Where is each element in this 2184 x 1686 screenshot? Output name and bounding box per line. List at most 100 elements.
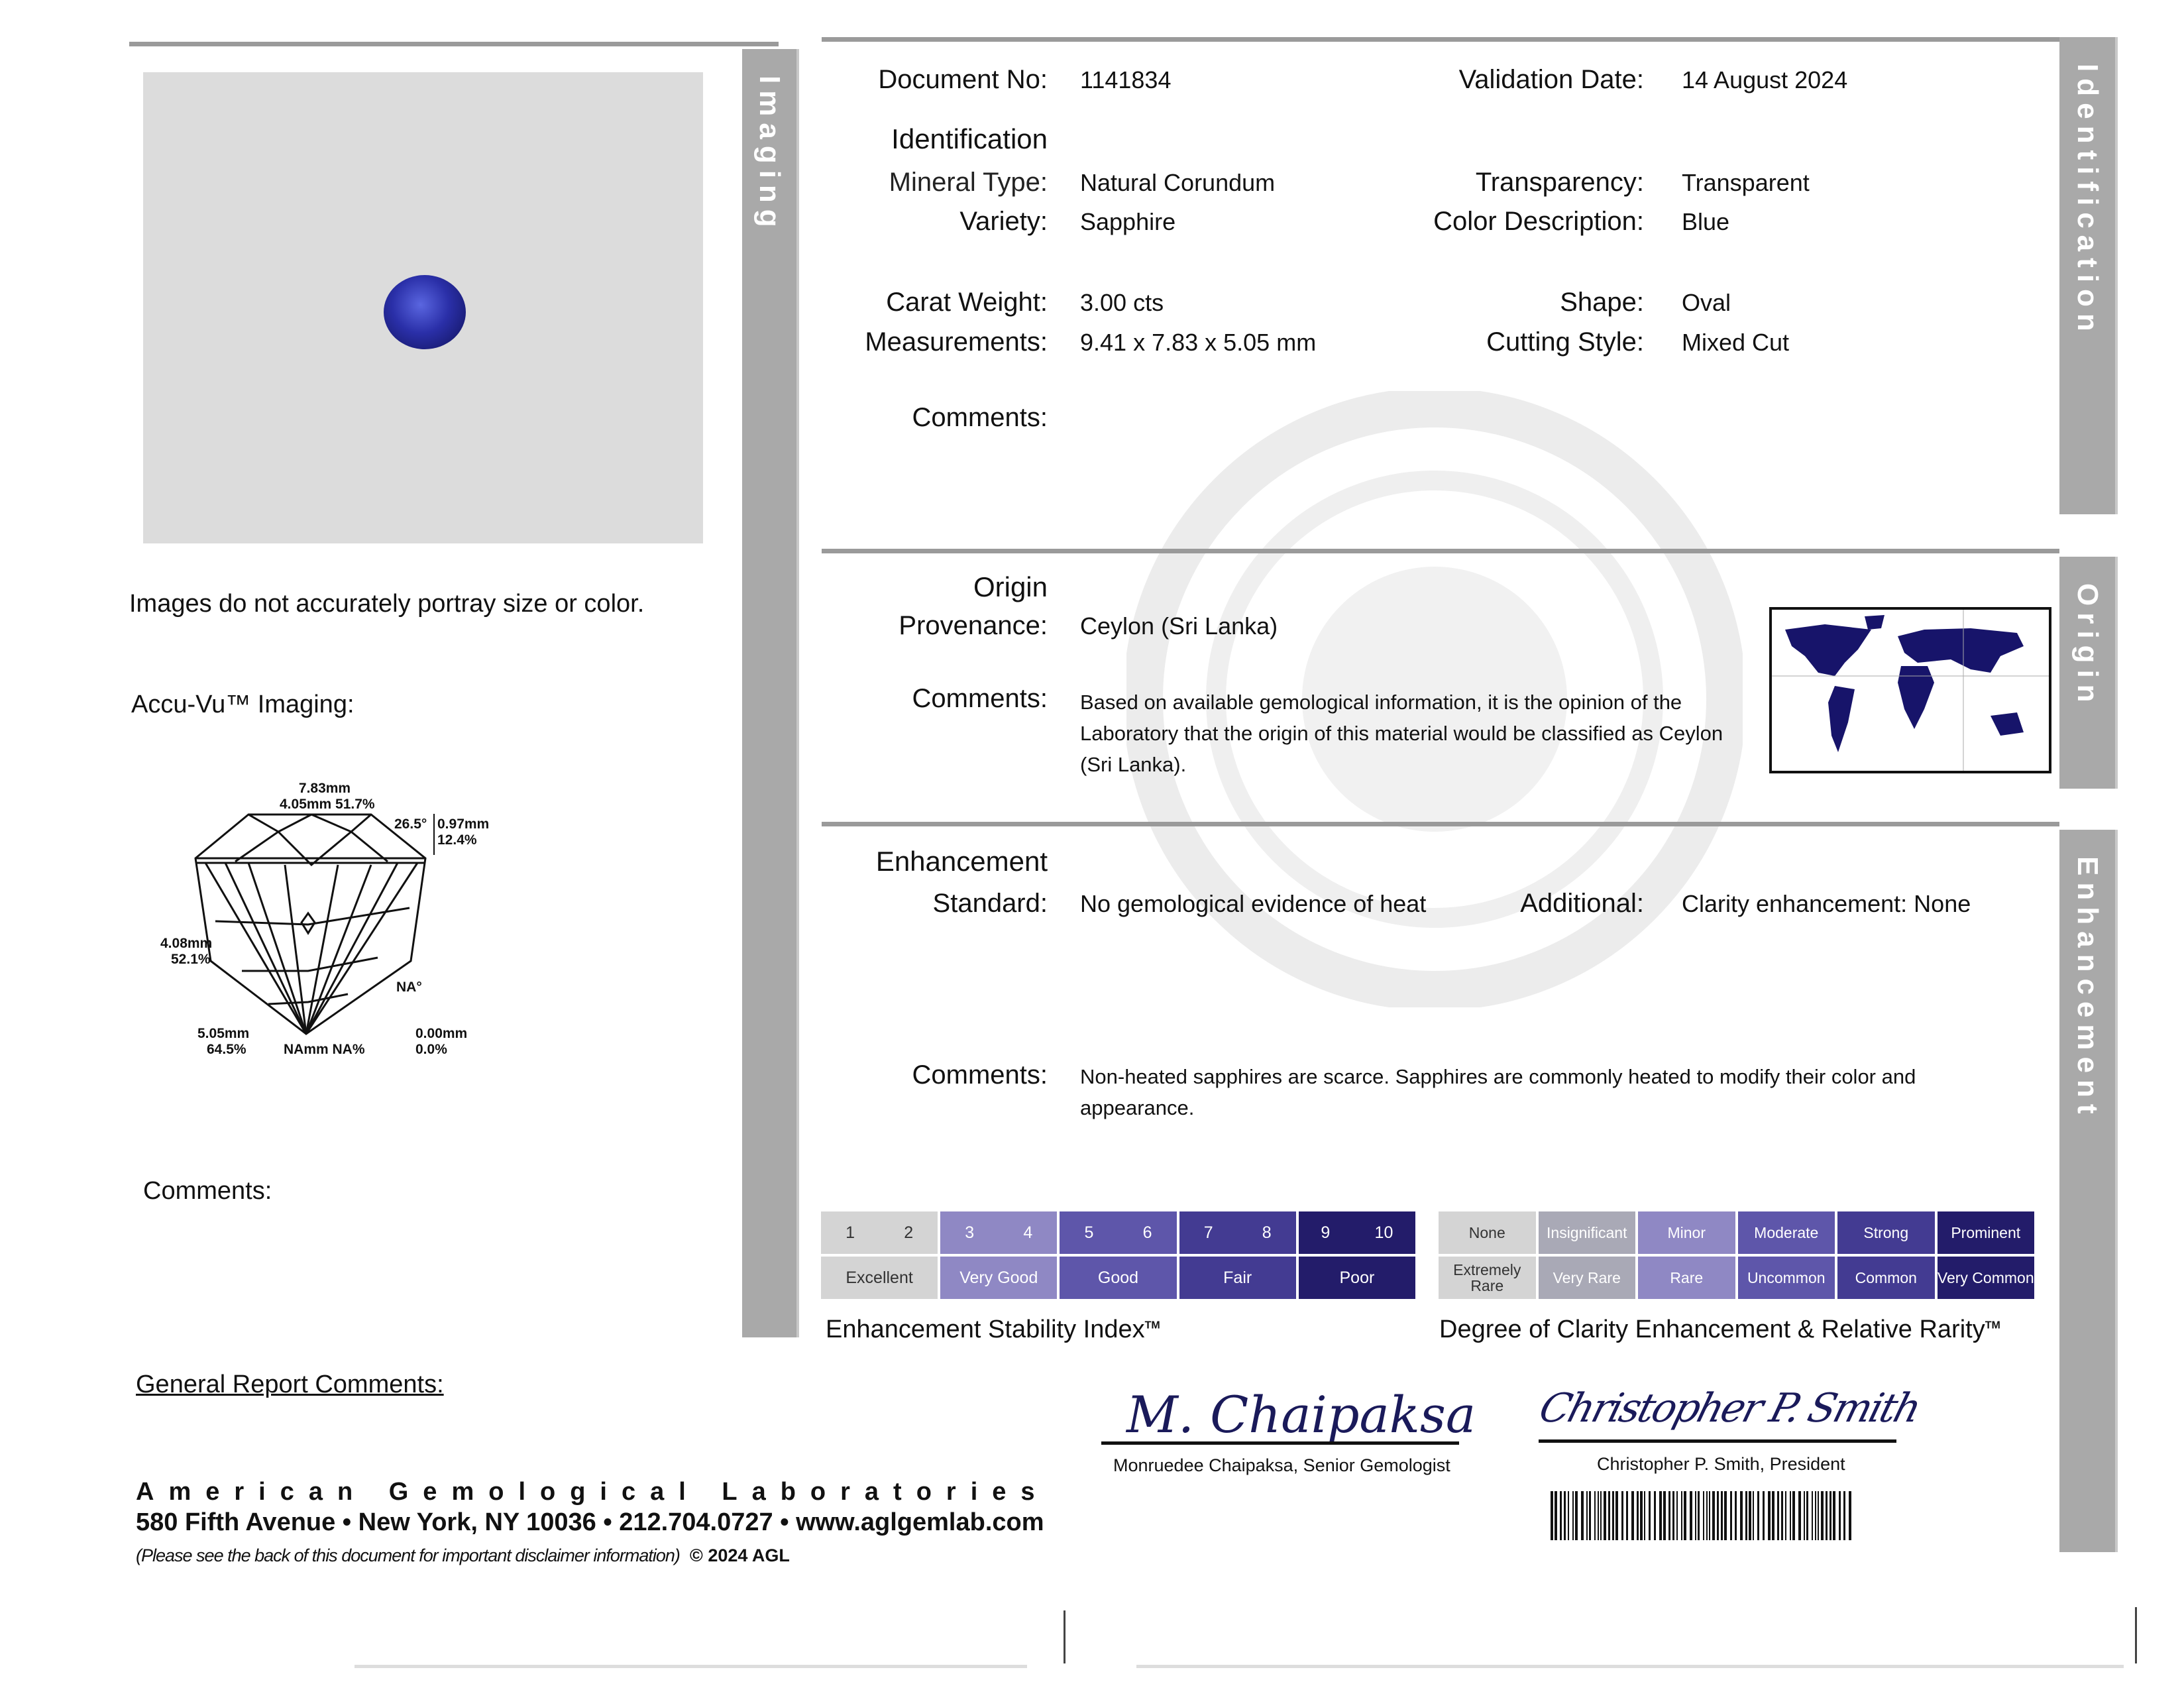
world-map-drawing (1772, 610, 2049, 771)
identification-tab-label: Identification (2071, 64, 2104, 338)
barcode-bar (1631, 1491, 1634, 1540)
origin-comments-label: Comments: (912, 684, 1048, 713)
stability-number: 8 (1262, 1223, 1272, 1242)
stability-label-3: Fair (1179, 1257, 1296, 1299)
lab-name: American Gemological Laboratories (136, 1478, 1050, 1506)
clarity-rarity-4: Common (1837, 1257, 1935, 1299)
shape-label: Shape: (1560, 288, 1644, 317)
edge-mark (355, 1665, 1027, 1668)
enhancement-tab-label: Enhancement (2071, 856, 2104, 1121)
clarity-degree-4: Strong (1837, 1211, 1935, 1254)
barcode-bar (1659, 1491, 1662, 1540)
clarity-rarity-title: Degree of Clarity Enhancement & Relative… (1439, 1316, 2000, 1344)
barcode-bar (1833, 1491, 1835, 1540)
world-map (1769, 607, 2051, 773)
barcode-bar (1612, 1491, 1614, 1540)
barcode-bar (1740, 1491, 1743, 1540)
barcode-bar (1826, 1491, 1828, 1540)
stability-number: 6 (1142, 1223, 1152, 1242)
stability-label-4: Poor (1298, 1257, 1415, 1299)
diagram-culet: NAmm NA% (284, 1042, 365, 1057)
stability-label-0: Excellent (821, 1257, 938, 1299)
barcode-bar (1681, 1491, 1682, 1540)
barcode-bar (1730, 1491, 1732, 1540)
document-no-label: Document No: (878, 65, 1048, 94)
clarity-tm: TM (1985, 1320, 2000, 1331)
clarity-rarity-2: Rare (1638, 1257, 1735, 1299)
identification-comments-label: Comments: (912, 403, 1048, 432)
diagram-pavilion-depth-pct: 52.1% (171, 952, 211, 967)
barcode-bar (1712, 1491, 1715, 1540)
stability-label-2: Good (1060, 1257, 1177, 1299)
diagram-pavilion-depth: 4.08mm (160, 936, 213, 951)
transparency: Transparent (1682, 169, 1810, 196)
measurements-label: Measurements: (865, 327, 1048, 357)
diagram-girdle-pct: 0.0% (415, 1042, 447, 1057)
shape: Oval (1682, 289, 1731, 316)
barcode-bar (1568, 1491, 1569, 1540)
barcode-bar (1589, 1491, 1591, 1540)
barcode-bar (1586, 1491, 1588, 1540)
barcode-bar (1575, 1491, 1578, 1540)
origin-heading: Origin (973, 571, 1048, 602)
cutting-style: Mixed Cut (1682, 329, 1790, 356)
origin-tab-label: Origin (2071, 583, 2104, 709)
barcode-bar (1772, 1491, 1774, 1540)
additional-label: Additional: (1520, 889, 1644, 918)
mineral-type-label: Mineral Type: (889, 168, 1048, 197)
diagram-girdle: 0.00mm (415, 1026, 468, 1041)
barcode (1551, 1491, 1882, 1540)
signature-2-line (1539, 1439, 1896, 1443)
barcode-bar (1753, 1491, 1754, 1540)
cutting-style-label: Cutting Style: (1486, 327, 1644, 357)
barcode-bar (1818, 1491, 1819, 1540)
stability-tm: TM (1144, 1320, 1160, 1331)
barcode-bar (1637, 1491, 1639, 1540)
barcode-bar (1763, 1491, 1765, 1540)
clarity-rarity-3: Uncommon (1737, 1257, 1835, 1299)
barcode-bar (1663, 1491, 1666, 1540)
diagram-crown-height-pct: 12.4% (437, 832, 477, 848)
barcode-bar (1600, 1491, 1602, 1540)
stability-number: 5 (1084, 1223, 1094, 1242)
watermark-seal (1126, 391, 1743, 1007)
clarity-rarity-5: Very Common (1937, 1257, 2034, 1299)
stability-numbers-4: 9 10 (1298, 1211, 1415, 1254)
barcode-bar (1829, 1491, 1831, 1540)
gem-image (143, 72, 703, 543)
barcode-bar (1839, 1491, 1841, 1540)
barcode-bar (1812, 1491, 1813, 1540)
clarity-title-text: Degree of Clarity Enhancement & Relative… (1439, 1316, 1985, 1343)
stability-number: 4 (1023, 1223, 1033, 1242)
barcode-bar (1749, 1491, 1751, 1540)
stability-label-1: Very Good (940, 1257, 1058, 1299)
stability-number: 7 (1203, 1223, 1213, 1242)
validation-date: 14 August 2024 (1682, 66, 1848, 93)
signature-1-name: Monruedee Chaipaksa, Senior Gemologist (1113, 1455, 1450, 1475)
barcode-bar (1806, 1491, 1808, 1540)
clarity-rarity-0: Extremely Rare (1439, 1257, 1536, 1299)
stability-number: 2 (904, 1223, 914, 1242)
stability-number: 1 (846, 1223, 855, 1242)
origin-top-rule (822, 549, 2059, 553)
copyright: © 2024 AGL (689, 1546, 790, 1565)
carat-weight: 3.00 cts (1080, 289, 1164, 316)
barcode-bar (1676, 1491, 1678, 1540)
edge-mark (2135, 1607, 2137, 1663)
barcode-bar (1804, 1491, 1805, 1540)
transparency-label: Transparency: (1475, 168, 1644, 197)
diagram-crown-angle: 26.5° (394, 816, 427, 832)
diagram-crown-height: 0.97mm (437, 816, 490, 832)
clarity-degree-3: Moderate (1737, 1211, 1835, 1254)
variety: Sapphire (1080, 208, 1176, 235)
imaging-tab: Imaging (742, 49, 796, 1337)
barcode-bar (1821, 1491, 1824, 1540)
barcode-bar (1849, 1491, 1851, 1540)
barcode-bar (1621, 1491, 1623, 1540)
signature-1-line (1101, 1441, 1459, 1445)
provenance: Ceylon (Sri Lanka) (1080, 612, 1278, 640)
stability-index-scale: 1 2 3 4 5 6 7 8 9 10 Excellent Very Good Good Fair Poo… (821, 1211, 1415, 1299)
barcode-bar (1640, 1491, 1643, 1540)
